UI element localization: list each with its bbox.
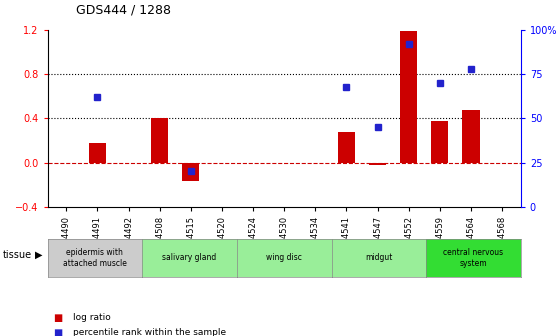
- Text: epidermis with
attached muscle: epidermis with attached muscle: [63, 248, 127, 267]
- Bar: [400, 31, 417, 163]
- Text: GDS444 / 1288: GDS444 / 1288: [76, 4, 171, 17]
- Bar: [431, 121, 449, 163]
- Text: central nervous
system: central nervous system: [444, 248, 503, 267]
- Bar: [369, 163, 386, 165]
- Text: salivary gland: salivary gland: [162, 253, 217, 262]
- Bar: [89, 143, 106, 163]
- Text: wing disc: wing disc: [266, 253, 302, 262]
- Text: percentile rank within the sample: percentile rank within the sample: [73, 328, 226, 336]
- Text: log ratio: log ratio: [73, 313, 110, 322]
- Text: ■: ■: [53, 328, 63, 336]
- Text: ▶: ▶: [35, 250, 43, 259]
- Bar: [463, 110, 479, 163]
- Bar: [338, 132, 355, 163]
- Text: ■: ■: [53, 312, 63, 323]
- Text: midgut: midgut: [365, 253, 393, 262]
- Bar: [151, 119, 168, 163]
- Bar: [182, 163, 199, 181]
- Text: tissue: tissue: [3, 250, 32, 259]
